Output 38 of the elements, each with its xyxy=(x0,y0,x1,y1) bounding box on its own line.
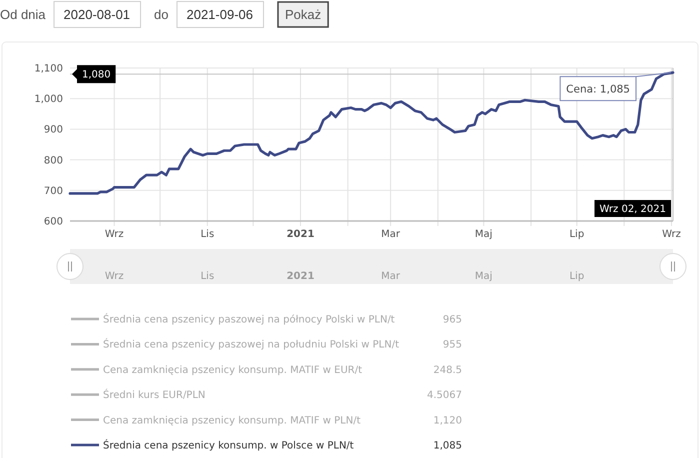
text: 1,120 xyxy=(433,415,462,426)
legend-label: Średnia cena pszenicy konsump. w Polsce w PLN/t xyxy=(103,438,354,452)
y-tick-label: 900 xyxy=(44,124,63,136)
tooltip: Wrz 02, 2021 xyxy=(594,200,671,217)
text: Od dnia xyxy=(0,7,46,22)
legend-label: Cena zamknięcia pszenicy konsump. MATIF w EUR/t xyxy=(103,364,362,376)
line-series xyxy=(68,71,674,195)
x-tick-label: 2021 xyxy=(286,229,314,240)
legend-label: Średnia cena pszenicy paszowej na południu Polski w PLN/t xyxy=(103,338,400,351)
x-tick-label: Wrz xyxy=(662,229,681,240)
scrollbar: Wrz Lis 2021 Mar Maj Lip xyxy=(70,249,673,284)
y-tick-label: 1,100 xyxy=(34,64,63,74)
legend-label: Średni kurs EUR/PLN xyxy=(103,388,206,402)
x-tick-label: Lip xyxy=(569,229,584,240)
text: 955 xyxy=(442,340,462,351)
date-field: 2021-09-06 xyxy=(176,1,264,28)
text: do xyxy=(154,7,168,22)
text: 965 xyxy=(442,314,462,326)
text: 1,085 xyxy=(433,440,462,452)
tooltip: Cena: 1,085 xyxy=(560,72,672,102)
legend-label: Średnia cena pszenicy paszowej na północy Polski w PLN/t xyxy=(103,312,395,326)
y-tick-label: 600 xyxy=(44,216,63,228)
legend-label: Cena zamknięcia pszenicy konsump. MATIF w PLN/t xyxy=(103,415,361,426)
x-tick-label: Lis xyxy=(200,229,214,240)
y-tick-label: 1,000 xyxy=(34,94,63,106)
x-tick-label: Mar xyxy=(381,229,401,240)
annotation: Cena: 1,085 xyxy=(566,83,630,96)
ref-line-label: Wrz 02, 2021 xyxy=(599,204,666,215)
date-field: 2020-08-01 xyxy=(54,1,142,28)
ref-line-label: 1,080 xyxy=(82,70,111,81)
x-tick-label: Wrz xyxy=(104,229,124,240)
y-tick-label: 700 xyxy=(44,186,63,197)
y-tick-label: 800 xyxy=(44,155,63,166)
button: Pokaż xyxy=(277,1,329,28)
text: 4.5067 xyxy=(427,390,462,402)
tooltip: 1,080 xyxy=(72,65,116,84)
text: 248.5 xyxy=(433,364,462,376)
x-tick-label: Maj xyxy=(474,229,492,240)
